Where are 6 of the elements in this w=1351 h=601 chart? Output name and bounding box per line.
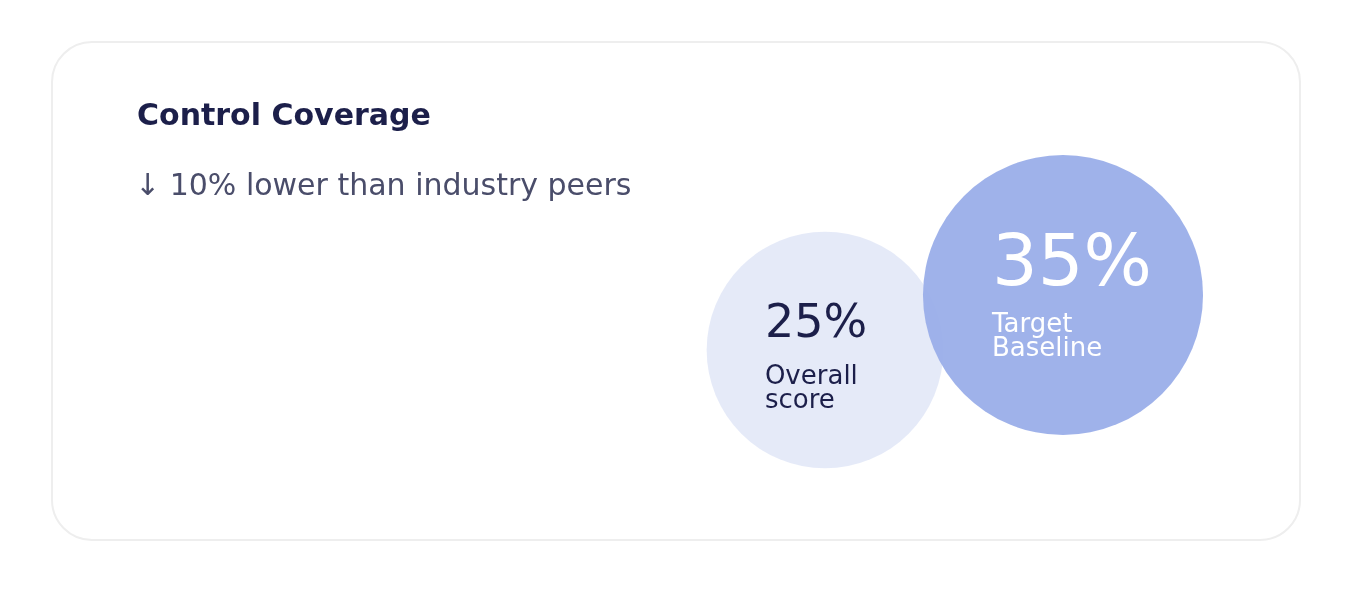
data-label: 35% [991,218,1152,303]
category-label: Target Baseline [990,307,1103,362]
text: ↓ 10% lower than industry peers [135,167,632,202]
category-label: Overall score [764,360,858,415]
text: Control Coverage [137,97,431,132]
data-label: 25% [764,294,868,349]
